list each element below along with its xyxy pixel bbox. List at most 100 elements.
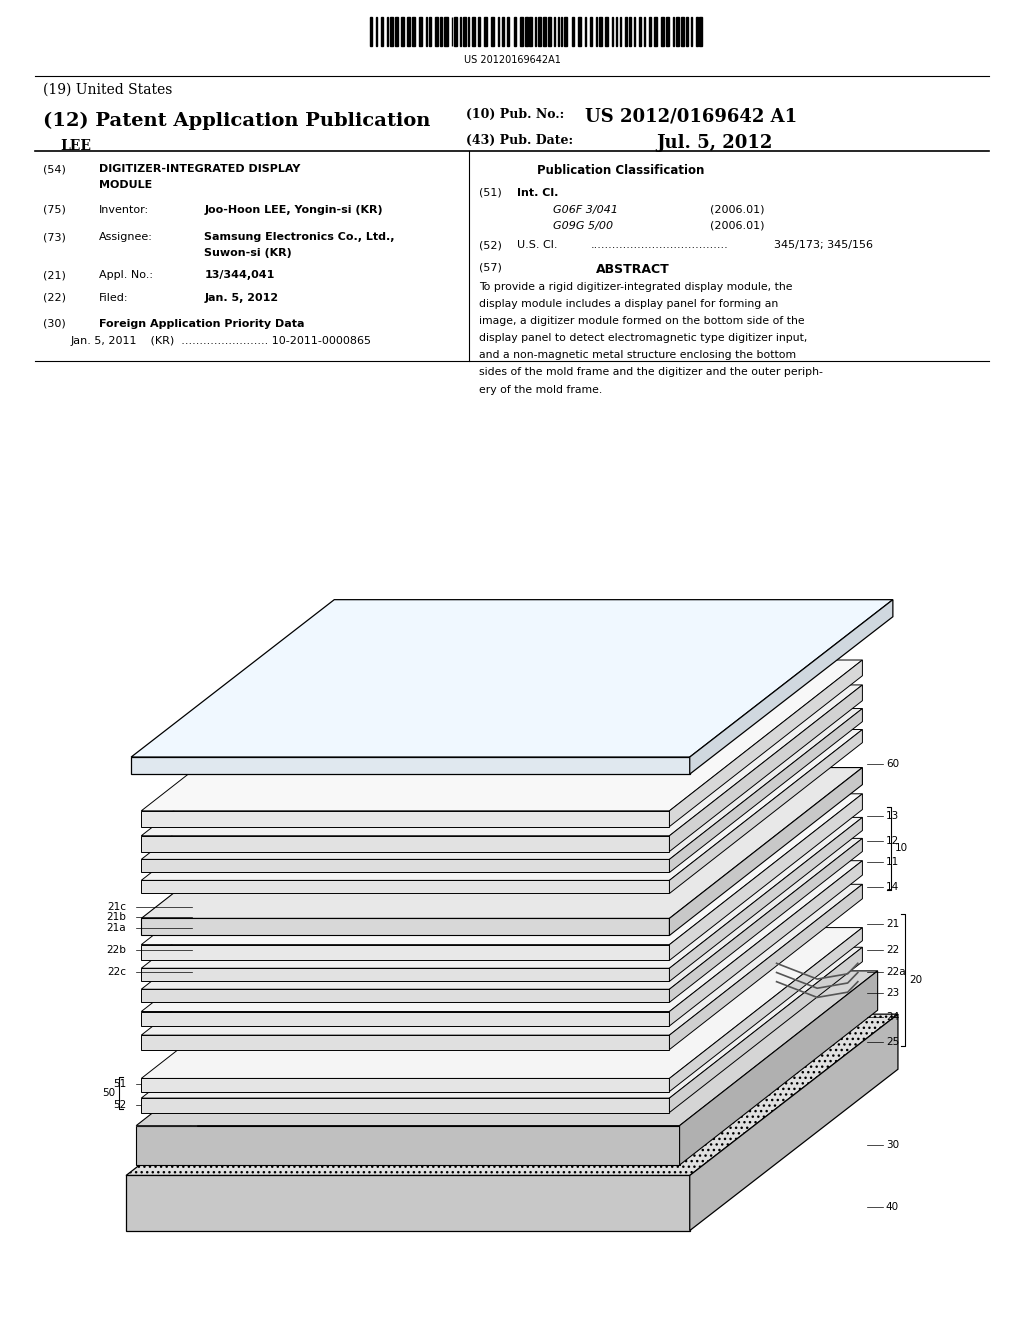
Text: ery of the mold frame.: ery of the mold frame. xyxy=(479,384,603,395)
Text: U.S. Cl.: U.S. Cl. xyxy=(517,240,558,251)
Text: LEE: LEE xyxy=(60,140,91,153)
Bar xyxy=(525,17,527,46)
Polygon shape xyxy=(141,969,670,981)
Polygon shape xyxy=(141,928,862,1078)
Text: 21a: 21a xyxy=(106,923,126,932)
Polygon shape xyxy=(141,861,862,1011)
Bar xyxy=(529,17,531,46)
Bar xyxy=(676,17,679,46)
Polygon shape xyxy=(141,730,862,880)
Bar xyxy=(579,17,581,46)
Text: (21): (21) xyxy=(43,271,66,280)
Text: 345/173; 345/156: 345/173; 345/156 xyxy=(774,240,873,251)
Bar xyxy=(554,17,555,46)
Bar xyxy=(419,17,422,46)
Text: (52): (52) xyxy=(479,240,503,251)
Text: Int. Cl.: Int. Cl. xyxy=(517,187,558,198)
Polygon shape xyxy=(141,859,670,873)
Bar xyxy=(429,17,431,46)
Text: sides of the mold frame and the digitizer and the outer periph-: sides of the mold frame and the digitize… xyxy=(479,367,823,378)
Polygon shape xyxy=(141,709,862,859)
Polygon shape xyxy=(141,945,670,961)
Text: Assignee:: Assignee: xyxy=(98,232,153,243)
Bar xyxy=(520,17,523,46)
Text: 50: 50 xyxy=(101,1088,115,1098)
Polygon shape xyxy=(141,817,862,969)
Bar xyxy=(401,17,403,46)
Bar xyxy=(599,17,602,46)
Text: Samsung Electronics Co., Ltd.,: Samsung Electronics Co., Ltd., xyxy=(204,232,395,243)
Text: 21c: 21c xyxy=(108,902,126,912)
Text: Inventor:: Inventor: xyxy=(98,205,148,215)
Bar xyxy=(564,17,567,46)
Polygon shape xyxy=(141,989,670,1002)
Bar xyxy=(615,17,617,46)
Text: 11: 11 xyxy=(886,857,899,867)
Bar xyxy=(390,17,392,46)
Text: 51: 51 xyxy=(113,1078,126,1089)
Text: Foreign Application Priority Data: Foreign Application Priority Data xyxy=(98,319,304,329)
Text: (75): (75) xyxy=(43,205,66,215)
Polygon shape xyxy=(141,948,862,1098)
Text: Jul. 5, 2012: Jul. 5, 2012 xyxy=(656,135,772,152)
Polygon shape xyxy=(141,810,670,826)
Polygon shape xyxy=(670,685,862,851)
Text: 52: 52 xyxy=(113,1100,126,1110)
Text: and a non-magnetic metal structure enclosing the bottom: and a non-magnetic metal structure enclo… xyxy=(479,350,797,360)
Text: To provide a rigid digitizer-integrated display module, the: To provide a rigid digitizer-integrated … xyxy=(479,282,793,292)
Bar xyxy=(444,17,447,46)
Polygon shape xyxy=(141,767,862,919)
Text: 60: 60 xyxy=(886,759,899,768)
Text: (19) United States: (19) United States xyxy=(43,83,172,96)
Polygon shape xyxy=(141,793,862,945)
Text: US 20120169642A1: US 20120169642A1 xyxy=(464,55,560,65)
Polygon shape xyxy=(670,817,862,981)
Polygon shape xyxy=(136,1126,680,1166)
Bar xyxy=(620,17,622,46)
Text: 13/344,041: 13/344,041 xyxy=(204,271,274,280)
Text: 12: 12 xyxy=(886,836,899,846)
Polygon shape xyxy=(670,838,862,1002)
Text: G09G 5/00: G09G 5/00 xyxy=(553,220,612,231)
Bar xyxy=(596,17,597,46)
Polygon shape xyxy=(141,836,670,851)
Polygon shape xyxy=(670,767,862,936)
Bar xyxy=(660,17,664,46)
Polygon shape xyxy=(670,730,862,894)
Bar xyxy=(548,17,551,46)
Polygon shape xyxy=(126,1176,690,1230)
Bar xyxy=(590,17,592,46)
Bar xyxy=(626,17,627,46)
Bar xyxy=(492,17,495,46)
Polygon shape xyxy=(141,685,862,836)
Polygon shape xyxy=(141,919,670,936)
Bar xyxy=(649,17,650,46)
Polygon shape xyxy=(136,972,878,1126)
Bar xyxy=(426,17,427,46)
Bar xyxy=(667,17,669,46)
Polygon shape xyxy=(141,880,670,894)
Polygon shape xyxy=(141,1098,670,1113)
Bar xyxy=(460,17,462,46)
Text: (30): (30) xyxy=(43,319,66,329)
Bar xyxy=(472,17,475,46)
Text: Jan. 5, 2011    (KR)  ........................ 10-2011-0000865: Jan. 5, 2011 (KR) ......................… xyxy=(71,337,371,346)
Text: 22c: 22c xyxy=(108,968,126,977)
Text: (54): (54) xyxy=(43,164,66,174)
Text: 13: 13 xyxy=(886,810,899,821)
Bar xyxy=(484,17,487,46)
Text: ......................................: ...................................... xyxy=(591,240,729,251)
Bar xyxy=(699,17,702,46)
Bar xyxy=(629,17,632,46)
Bar xyxy=(643,17,645,46)
Polygon shape xyxy=(670,884,862,1049)
Polygon shape xyxy=(670,861,862,1026)
Bar xyxy=(381,17,383,46)
Text: Suwon-si (KR): Suwon-si (KR) xyxy=(204,248,292,259)
Polygon shape xyxy=(670,793,862,961)
Text: 10: 10 xyxy=(895,843,908,853)
Polygon shape xyxy=(141,1035,670,1049)
Bar xyxy=(435,17,438,46)
Text: (2006.01): (2006.01) xyxy=(710,220,765,231)
Bar xyxy=(412,17,415,46)
